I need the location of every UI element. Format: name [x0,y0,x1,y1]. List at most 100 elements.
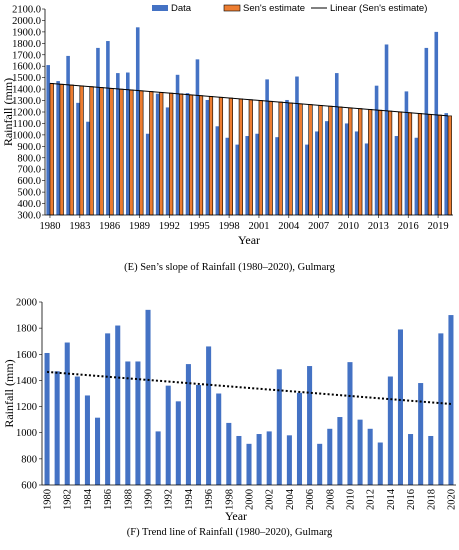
y-tick-label: 1400.0 [12,85,41,96]
x-tick-label: 2013 [368,221,389,232]
data-bar [364,143,369,215]
rainfall-bar [367,428,373,485]
x-tick-label: 2007 [308,221,329,232]
rainfall-bar [327,428,333,485]
sens-estimate-bar [328,105,333,216]
sens-estimate-bar [119,88,124,216]
sens-estimate-bar [348,107,353,216]
data-bar [165,107,170,215]
rainfall-bar [387,376,393,485]
sens-estimate-bar [358,108,363,216]
sens-estimate-bar [407,112,413,216]
data-bar [374,85,379,215]
y-tick-label: 1900.0 [12,27,41,38]
rainfall-bar [246,443,252,485]
data-bar [235,144,240,215]
x-tick-label: 2008 [325,489,336,510]
legend-label-linear: Linear (Sen's estimate) [330,3,427,14]
data-bar [394,136,399,215]
data-bar [96,47,100,216]
rainfall-bar [448,315,454,485]
rainfall-bar [408,434,414,485]
x-tick-label: 2010 [338,221,359,232]
sens-estimate-bar [89,86,94,216]
sens-estimate-bar [59,83,64,216]
y-tick-label: 1200 [16,402,37,413]
data-bar [46,65,50,215]
x-tick-label: 2010 [345,489,356,510]
sens-estimate-bar [238,98,243,216]
data-bar [215,126,220,215]
chart-legend: Data Sen's estimate Linear (Sen's estimate… [152,3,427,14]
x-tick-label: 1988 [123,489,134,510]
x-tick-label: 1984 [83,488,94,510]
rainfall-bar [165,385,171,485]
sens-estimate-bar [218,96,224,216]
sens-estimate-bar [149,91,154,216]
x-tick-label: 2020 [446,489,457,510]
rainfall-bar [286,435,292,485]
y-tick-label: 1400 [16,376,37,387]
x-tick-label: 2012 [366,489,377,510]
x-tick-label: 2000 [245,489,256,510]
sens-estimate-bar [49,83,54,216]
data-bar [315,131,319,215]
sens-slope-chart: 300.0400.0500.0600.0700.0800.0900.01000.… [1,3,453,247]
data-bar [185,93,190,215]
rainfall-bar [74,376,80,485]
x-tick-label: 2002 [265,489,276,510]
x-tick-label: 1998 [219,221,240,232]
y-tick-label: 500.0 [17,188,41,199]
data-bar [116,73,120,215]
y-axis-title: Rainfall (mm) [1,78,15,146]
y-tick-label: 2000 [16,298,37,309]
rainfall-bar [95,417,101,485]
rainfall-bar [115,325,121,485]
rainfall-bar [266,431,272,485]
x-tick-label: 1992 [159,221,180,232]
sens-estimate-bar [258,100,263,216]
rainfall-bar [438,333,444,485]
rainfall-bar [347,362,353,485]
rainfall-bar [307,366,313,485]
rainfall-bar [175,401,181,485]
sens-estimate-bar [298,103,303,216]
x-tick-label: 1998 [224,489,235,510]
legend-swatch-data [152,5,168,11]
x-tick-label: 1982 [63,489,74,510]
y-tick-label: 1300.0 [12,96,41,107]
x-tick-label: 2016 [398,221,419,232]
y-tick-label: 600.0 [17,176,41,187]
sens-estimate-bar [179,93,184,216]
data-bar [404,91,409,215]
data-bar [76,102,80,215]
sens-estimate-bar [129,89,134,216]
rainfall-bar [256,434,262,485]
y-tick-label: 600 [21,481,37,492]
sens-estimate-bar [169,92,174,216]
x-tick-label: 1983 [69,221,90,232]
x-tick-label: 1989 [129,221,150,232]
sens-estimate-bar [427,113,433,216]
x-tick-label: 2004 [278,221,300,232]
rainfall-bar [145,309,151,485]
rainfall-bar [155,431,161,485]
trend-line-chart: 600 800 1000 1200 1400 1600 1800 2000 1980 1982 19… [2,298,457,524]
linear-trendline [49,82,449,117]
sens-estimate-bar [79,85,84,216]
legend-swatch-sens [223,4,241,12]
data-bar [106,41,110,215]
rainfall-bar [236,435,242,485]
sens-estimate-bar [437,114,442,216]
sens-estimate-bar [198,95,204,216]
y-tick-label: 800 [21,454,37,465]
rainfall-bar [206,346,212,485]
y-tick-label: 1000.0 [12,130,41,141]
sens-estimate-bar [188,94,194,216]
y-tick-label: 2100.0 [12,5,41,16]
rainfall-bar [418,383,424,485]
x-tick-label: 1986 [103,489,114,510]
y-axis-title: Rainfall (mm) [2,359,16,427]
y-tick-label: 300.0 [17,211,41,222]
data-bar [325,121,329,215]
